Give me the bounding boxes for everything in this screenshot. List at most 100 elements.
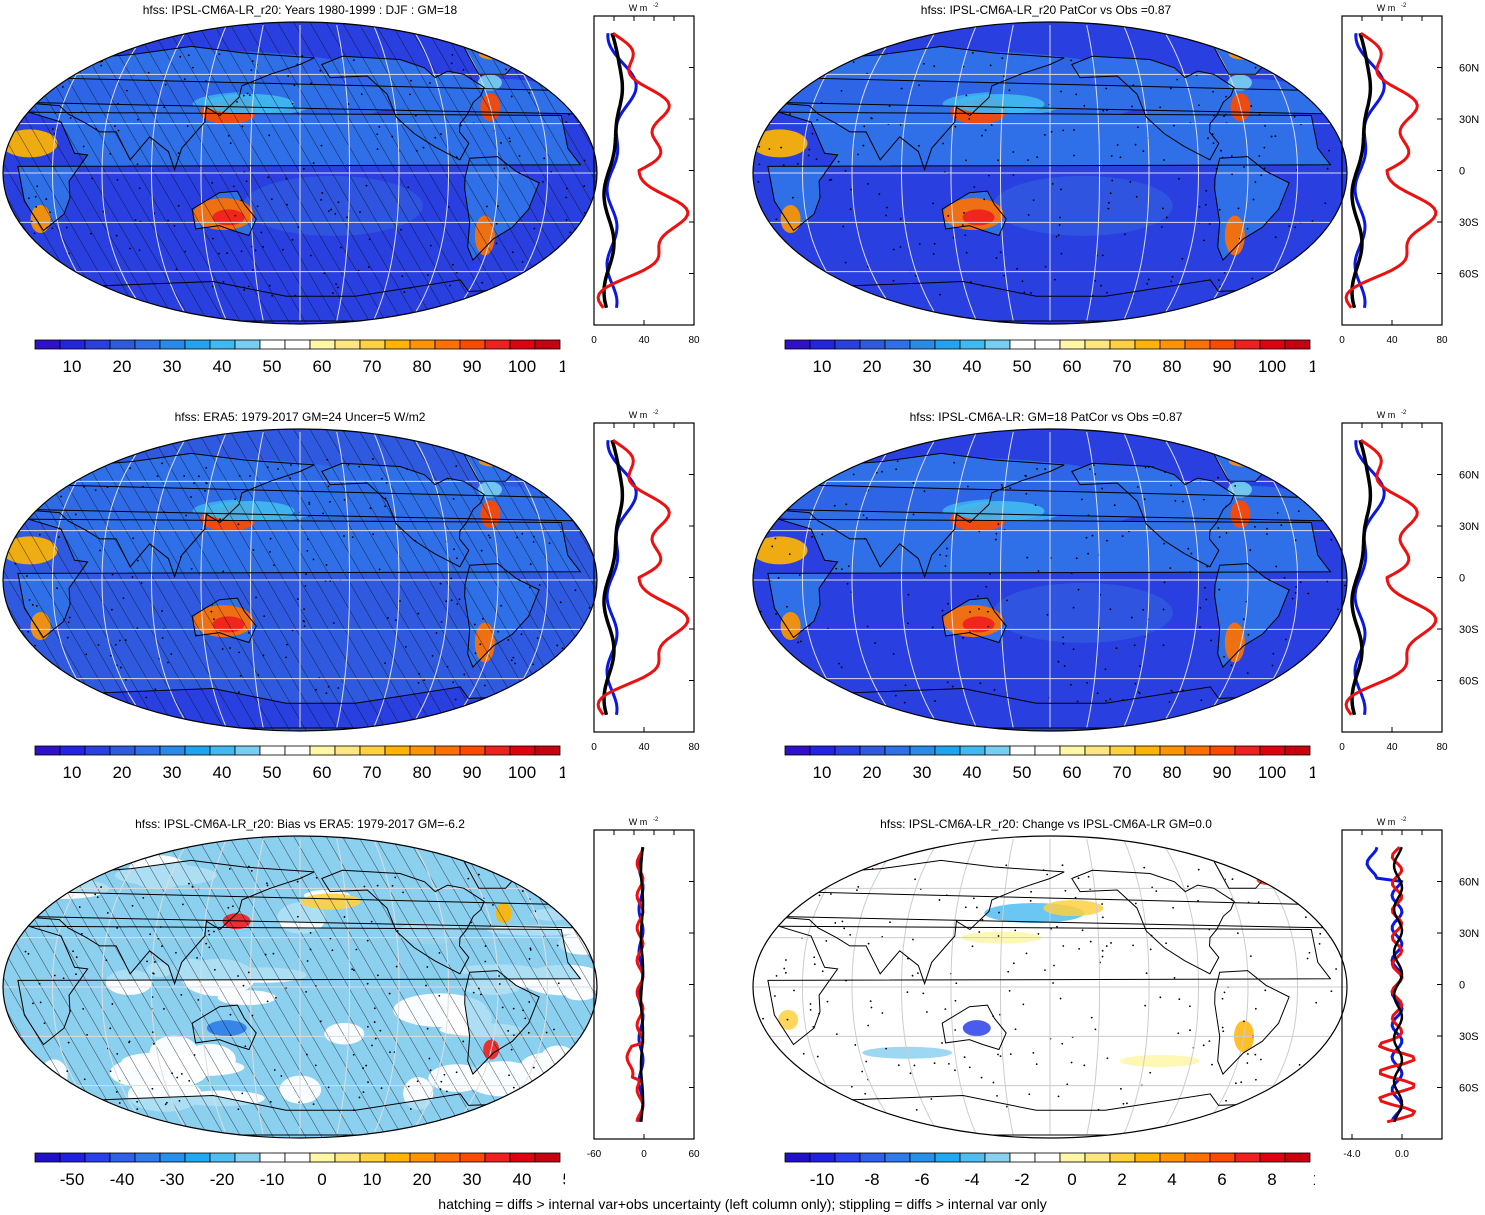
map-panel-3 bbox=[0, 425, 600, 735]
colorbar-swatch bbox=[934, 745, 961, 756]
colorbar-tick-label: 60 bbox=[1063, 357, 1082, 376]
colorbar-swatch bbox=[1134, 1152, 1161, 1163]
colorbar-tick-label: 0 bbox=[317, 1170, 326, 1189]
map-panel-6 bbox=[750, 832, 1350, 1142]
colorbar-tick-label: 50 bbox=[1013, 763, 1032, 782]
colorbar-swatch bbox=[1109, 339, 1136, 350]
colorbar-tick-label: 80 bbox=[413, 357, 432, 376]
lat-tick-label: 0 bbox=[1459, 980, 1465, 992]
colorbar-swatch bbox=[1184, 745, 1211, 756]
colorbar-swatch bbox=[309, 1152, 336, 1163]
colorbar-swatch bbox=[184, 339, 211, 350]
colorbar-swatch bbox=[209, 745, 236, 756]
profile-units-label: W m bbox=[629, 410, 648, 420]
colorbar-tick-label: -20 bbox=[210, 1170, 235, 1189]
colorbar-tick-label: 100 bbox=[1258, 763, 1286, 782]
colorbar-swatch bbox=[359, 745, 386, 756]
colorbar-swatch bbox=[1184, 339, 1211, 350]
colorbar-tick-label: 50 bbox=[263, 357, 282, 376]
colorbar-swatch bbox=[359, 339, 386, 350]
colorbar-tick-label: 90 bbox=[463, 357, 482, 376]
colorbar-tick-label: 30 bbox=[913, 763, 932, 782]
zonal-profile-2: W m -2 60N 30N 0 30S 60S 0 40 80 bbox=[1328, 0, 1485, 355]
colorbar-tick-label: 30 bbox=[163, 357, 182, 376]
colorbar-swatch bbox=[434, 745, 461, 756]
colorbar-swatch bbox=[359, 1152, 386, 1163]
colorbar-tick-label: 40 bbox=[963, 357, 982, 376]
lat-tick-label: 60N bbox=[1459, 470, 1479, 482]
colorbar-swatch bbox=[884, 339, 911, 350]
colorbar-swatch bbox=[509, 1152, 536, 1163]
profile-units-label: W m bbox=[1377, 3, 1396, 13]
profile-x-tick-label: 40 bbox=[1386, 742, 1398, 753]
colorbar-tick-label: -4 bbox=[964, 1170, 979, 1189]
colorbar-tick-label: 40 bbox=[513, 1170, 532, 1189]
colorbar-tick-label: 110 bbox=[558, 357, 565, 376]
colorbar-swatch bbox=[1234, 745, 1261, 756]
colorbar-tick-label: 30 bbox=[463, 1170, 482, 1189]
colorbar-tick-label: 70 bbox=[1113, 357, 1132, 376]
profile-x-tick-label: 80 bbox=[688, 335, 700, 346]
panel-title-5: hfss: IPSL-CM6A-LR_r20: Bias vs ERA5: 19… bbox=[135, 817, 465, 831]
map-panel-4 bbox=[750, 425, 1350, 735]
colorbar-swatch bbox=[834, 339, 861, 350]
colorbar-tick-label: 50 bbox=[1013, 357, 1032, 376]
colorbar-swatch bbox=[259, 745, 286, 756]
colorbar-swatch bbox=[59, 745, 86, 756]
colorbar-swatch bbox=[134, 339, 161, 350]
colorbar-swatch bbox=[1209, 745, 1236, 756]
colorbar-tick-label: 60 bbox=[313, 357, 332, 376]
colorbar-swatch bbox=[934, 339, 961, 350]
colorbar-swatch bbox=[284, 339, 311, 350]
colorbar-tick-label: 90 bbox=[1213, 357, 1232, 376]
colorbar-swatch bbox=[784, 339, 811, 350]
colorbar-swatch bbox=[459, 339, 486, 350]
colorbar-swatch bbox=[334, 339, 361, 350]
colorbar-swatch bbox=[959, 745, 986, 756]
panel-title-2: hfss: IPSL-CM6A-LR_r20 PatCor vs Obs =0.… bbox=[920, 3, 1172, 17]
colorbar-swatch bbox=[234, 339, 261, 350]
colorbar-swatch bbox=[884, 1152, 911, 1163]
colorbar-swatch bbox=[1109, 1152, 1136, 1163]
colorbar-swatch bbox=[1234, 339, 1261, 350]
colorbar-swatch bbox=[34, 1152, 61, 1163]
profile-x-tick-label: 0 bbox=[641, 1149, 647, 1160]
colorbar-tick-label: 10 bbox=[363, 1170, 382, 1189]
colorbar-swatch bbox=[1009, 745, 1036, 756]
map-panel-2 bbox=[750, 18, 1350, 328]
colorbar-swatch bbox=[84, 745, 111, 756]
lat-tick-label: 30N bbox=[1459, 114, 1479, 126]
colorbar-tick-label: 110 bbox=[1308, 357, 1315, 376]
profile-x-tick-label: 60 bbox=[688, 1149, 700, 1160]
colorbar-swatch bbox=[259, 1152, 286, 1163]
profile-x-tick-label: 0 bbox=[1339, 742, 1345, 753]
colorbar-swatch bbox=[309, 339, 336, 350]
colorbar-tick-label: 20 bbox=[113, 357, 132, 376]
colorbar-swatch bbox=[1134, 339, 1161, 350]
colorbar-tick-label: -8 bbox=[864, 1170, 879, 1189]
lat-tick-label: 30S bbox=[1459, 1031, 1479, 1043]
colorbar-tick-label: 10 bbox=[813, 357, 832, 376]
colorbar-swatch bbox=[959, 339, 986, 350]
colorbar-tick-label: 20 bbox=[113, 763, 132, 782]
colorbar-swatch bbox=[159, 339, 186, 350]
colorbar-tick-label: -40 bbox=[110, 1170, 135, 1189]
profile-x-tick-label: 0 bbox=[591, 335, 597, 346]
colorbar-swatch bbox=[184, 1152, 211, 1163]
colorbar-swatch bbox=[209, 1152, 236, 1163]
colorbar-tick-label: 10 bbox=[1313, 1170, 1315, 1189]
colorbar-2: 10 20 30 40 50 60 70 80 90 100 110 bbox=[780, 338, 1336, 380]
colorbar-swatch bbox=[1259, 339, 1286, 350]
colorbar-tick-label: 40 bbox=[963, 763, 982, 782]
colorbar-tick-label: 110 bbox=[558, 763, 565, 782]
colorbar-swatch bbox=[1159, 745, 1186, 756]
colorbar-tick-label: 10 bbox=[63, 763, 82, 782]
profile-units-label: W m bbox=[1377, 410, 1396, 420]
colorbar-tick-label: 60 bbox=[1063, 763, 1082, 782]
colorbar-swatch bbox=[159, 745, 186, 756]
colorbar-swatch bbox=[1109, 745, 1136, 756]
lat-tick-label: 60S bbox=[1459, 676, 1479, 688]
colorbar-swatch bbox=[484, 745, 511, 756]
colorbar-swatch bbox=[159, 1152, 186, 1163]
colorbar-swatch bbox=[84, 339, 111, 350]
